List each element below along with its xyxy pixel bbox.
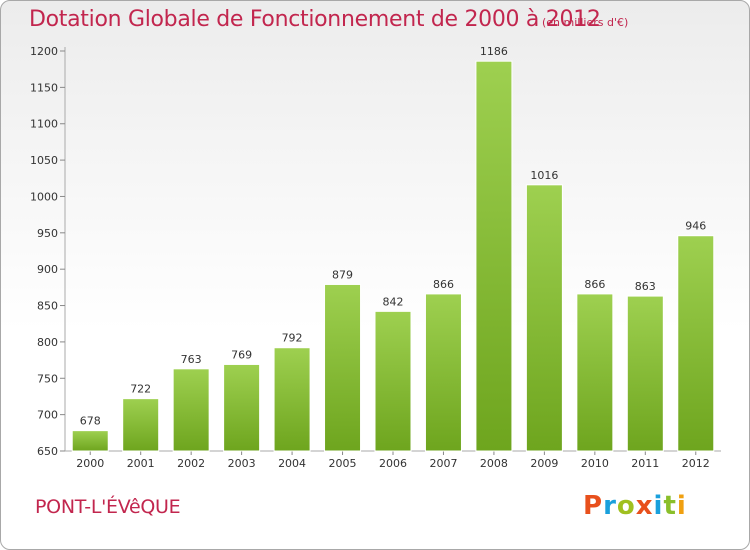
x-tick-label-2004: 2004 [278, 457, 306, 470]
logo-letter: r [603, 491, 617, 521]
x-tick-label-2008: 2008 [480, 457, 508, 470]
commune-name: PONT-L'ÉVêQUE [35, 496, 181, 518]
x-tick-label-2003: 2003 [228, 457, 256, 470]
data-label-2001: 722 [130, 383, 151, 396]
data-label-2012: 946 [685, 220, 706, 233]
y-tick-label: 650 [37, 445, 58, 458]
bar-2000 [71, 430, 109, 452]
y-tick-label: 1000 [30, 190, 58, 203]
logo-letter: i [676, 491, 687, 521]
x-tick-label-2006: 2006 [379, 457, 407, 470]
y-tick-label: 1150 [30, 81, 58, 94]
bar-2005 [324, 283, 362, 452]
logo-letter: i [653, 491, 664, 521]
y-tick-label: 800 [37, 336, 58, 349]
data-label-2006: 842 [383, 295, 404, 308]
y-tick-label: 1200 [30, 45, 58, 58]
bar-2002 [172, 368, 210, 452]
x-tick-label-2000: 2000 [76, 457, 104, 470]
data-label-2011: 863 [635, 280, 656, 293]
proxiti-logo[interactable]: Proxiti [583, 491, 687, 521]
bar-2006 [374, 310, 412, 452]
chart-axes: 650 700 750 800 850 900 950 1000 1050 1100 1150 120… [30, 45, 721, 470]
bar-2010 [576, 293, 614, 452]
x-tick-label-2009: 2009 [530, 457, 558, 470]
bar-2008 [475, 60, 513, 452]
y-tick-label: 950 [37, 227, 58, 240]
logo-letter: t [663, 491, 677, 521]
y-tick-label: 700 [37, 409, 58, 422]
data-label-2008: 1186 [480, 45, 508, 58]
logo-letter: o [616, 491, 636, 521]
data-label-2007: 866 [433, 278, 454, 291]
chart-title: Dotation Globale de Fonctionnement de 20… [29, 7, 601, 32]
x-tick-label-2005: 2005 [329, 457, 357, 470]
bar-2009 [525, 184, 563, 452]
bar-2003 [223, 363, 261, 452]
data-label-2003: 769 [231, 348, 252, 361]
chart-data-labels: 678 722 763 769 792 879 842 866 1186 1016 866 863 94… [80, 45, 707, 427]
bar-2004 [273, 347, 311, 452]
bar-2012 [677, 235, 715, 452]
data-label-2010: 866 [584, 278, 605, 291]
y-tick-label: 850 [37, 300, 58, 313]
data-label-2005: 879 [332, 268, 353, 281]
chart-bars [71, 60, 715, 452]
bar-2011 [626, 295, 664, 452]
bar-chart: 650 700 750 800 850 900 950 1000 1050 1100 1150 120… [30, 45, 721, 470]
x-tick-label-2002: 2002 [177, 457, 205, 470]
data-label-2002: 763 [181, 353, 202, 366]
data-label-2004: 792 [282, 332, 303, 345]
x-tick-label-2011: 2011 [631, 457, 659, 470]
data-label-2009: 1016 [530, 169, 558, 182]
chart-subtitle: (en milliers d'€) [542, 16, 629, 29]
y-tick-label: 1050 [30, 154, 58, 167]
x-tick-label-2012: 2012 [682, 457, 710, 470]
y-tick-label: 750 [37, 372, 58, 385]
x-tick-label-2007: 2007 [429, 457, 457, 470]
x-tick-label-2010: 2010 [581, 457, 609, 470]
bar-2007 [424, 293, 462, 452]
y-tick-label: 900 [37, 263, 58, 276]
x-tick-label-2001: 2001 [127, 457, 155, 470]
logo-letter: P [583, 491, 604, 521]
bar-2001 [122, 398, 160, 452]
data-label-2000: 678 [80, 415, 101, 428]
logo-letter: x [635, 491, 654, 521]
y-tick-label: 1100 [30, 118, 58, 131]
